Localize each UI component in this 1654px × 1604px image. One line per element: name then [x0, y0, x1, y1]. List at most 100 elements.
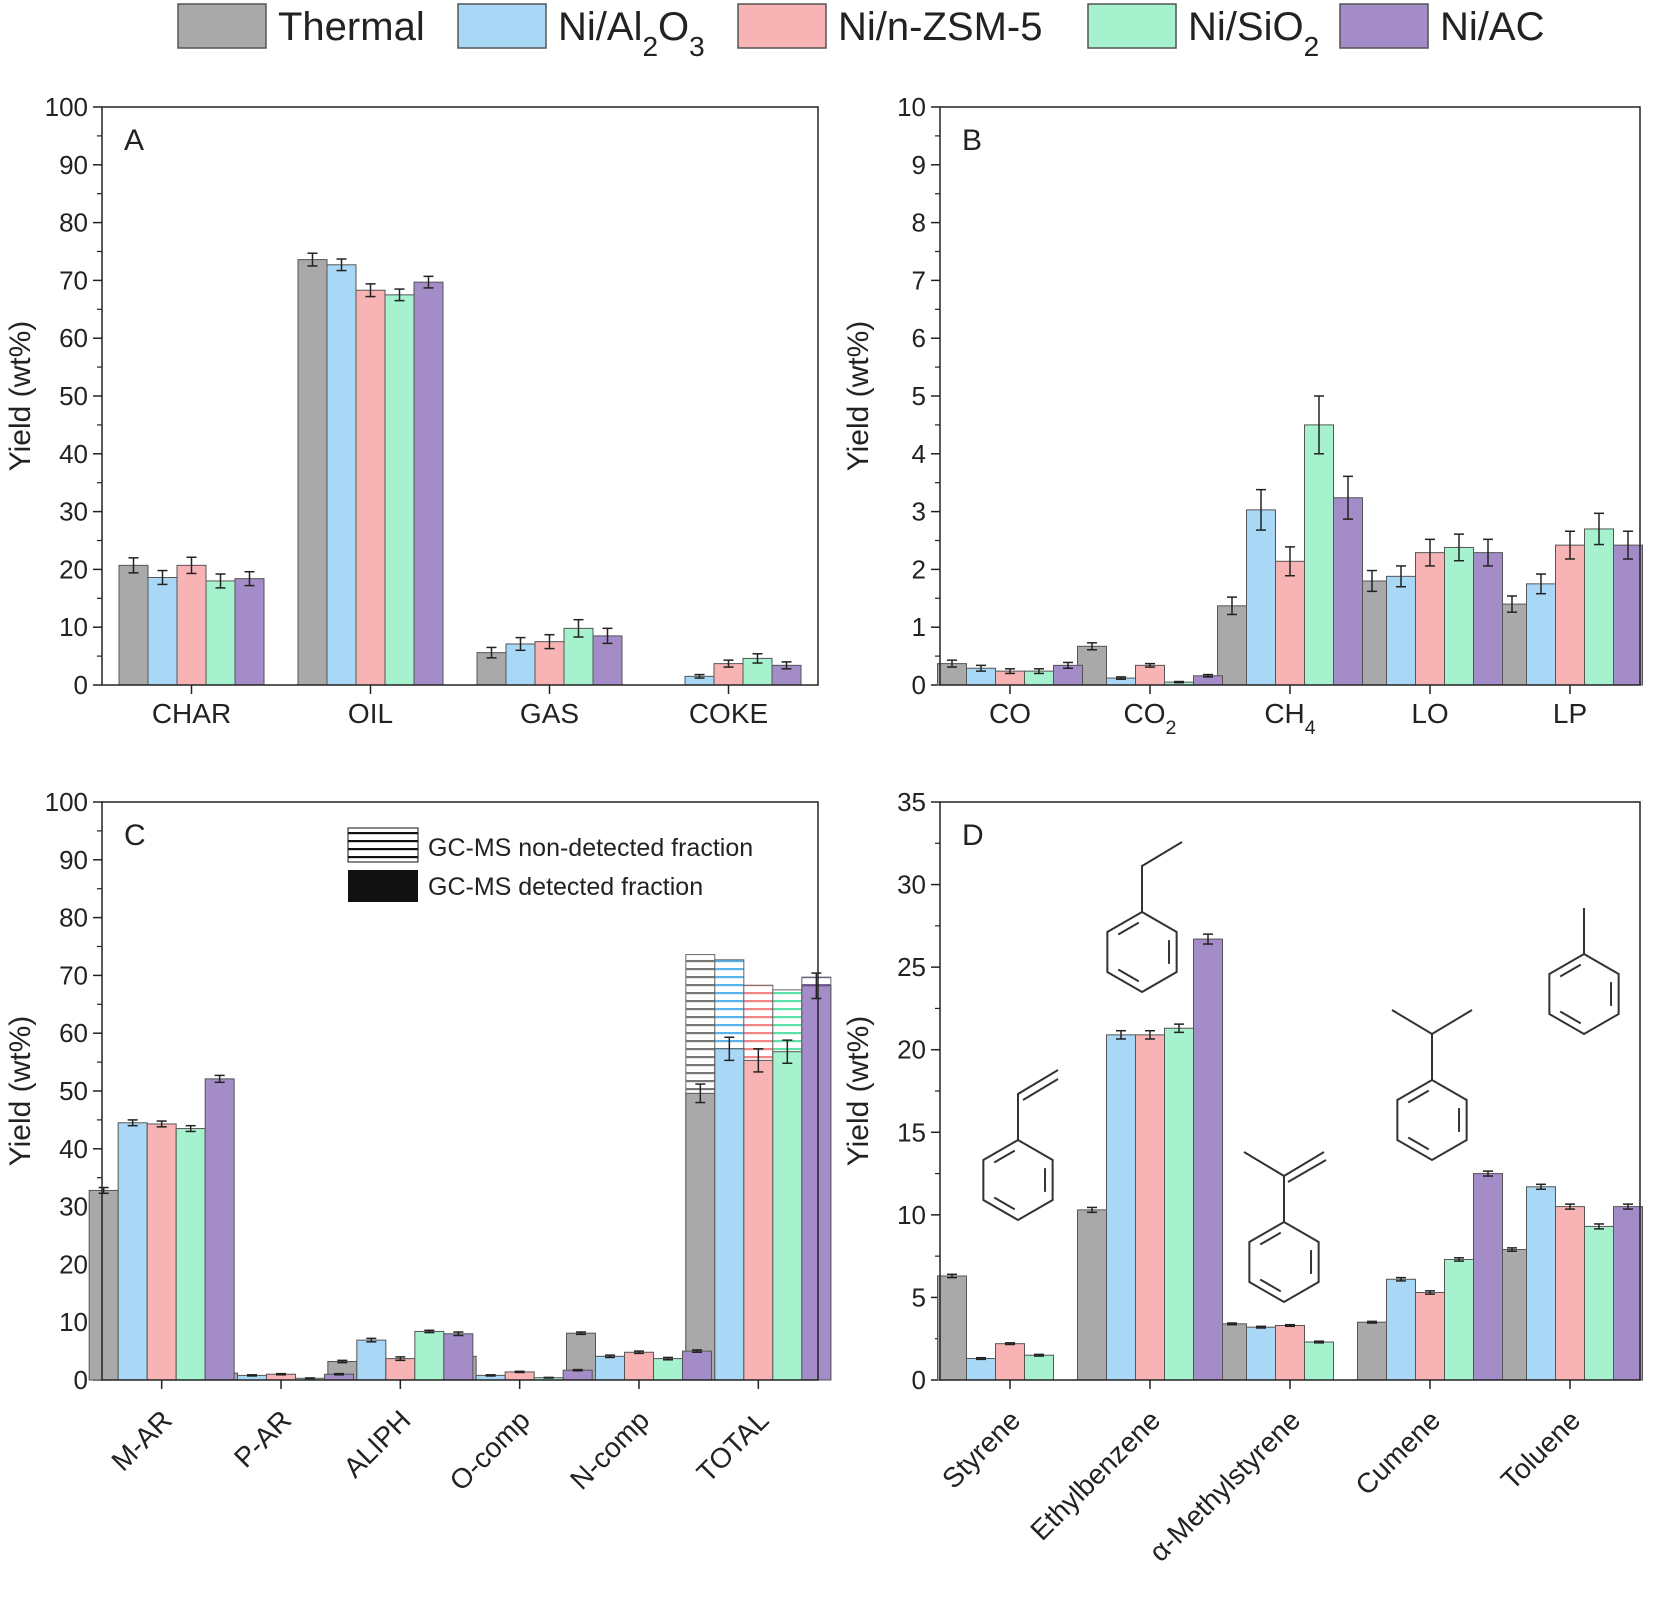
error-bar — [305, 1377, 315, 1380]
x-category-label: P-AR — [228, 1404, 297, 1473]
y-tick-label: 60 — [59, 323, 88, 353]
bar — [714, 1048, 745, 1381]
x-category-label: GAS — [520, 698, 579, 729]
cumene-structure-icon — [1391, 1009, 1473, 1162]
bar — [1193, 938, 1223, 1381]
error-bar — [1507, 1247, 1517, 1252]
bar — [1555, 1206, 1585, 1381]
x-category-label: CH4 — [1264, 698, 1315, 739]
error-bar — [1005, 1342, 1015, 1346]
x-category-label: Toluene — [1495, 1404, 1586, 1495]
bar — [443, 1333, 474, 1381]
bar — [1386, 575, 1416, 686]
bar — [88, 1189, 119, 1381]
error-bar — [1483, 1170, 1493, 1177]
error-bar — [663, 1356, 673, 1361]
ethylbenzene-structure-icon — [1106, 841, 1183, 994]
y-tick-label: 7 — [912, 265, 926, 295]
y-axis-title: Yield (wt%) — [4, 321, 37, 472]
bar — [653, 1358, 683, 1381]
error-bar — [127, 1119, 138, 1127]
error-bar — [1145, 1029, 1155, 1040]
bar — [1164, 1027, 1194, 1381]
legend-item: Ni/Al2O3 — [457, 3, 705, 62]
bar — [413, 281, 444, 686]
bar — [1275, 560, 1305, 686]
y-tick-label: 0 — [74, 670, 88, 700]
x-category-label: OIL — [348, 698, 393, 729]
y-tick-label: 0 — [74, 1365, 88, 1395]
bar — [1526, 1186, 1556, 1381]
bar — [563, 627, 594, 686]
error-bar — [976, 1356, 986, 1361]
panel-letter: C — [124, 819, 146, 852]
bar — [1357, 1321, 1387, 1381]
legend-label: Ni/Al2O3 — [558, 5, 705, 62]
legend-item: Ni/n-ZSM-5 — [737, 3, 1042, 49]
y-tick-label: 50 — [59, 381, 88, 411]
error-bar — [1314, 1340, 1324, 1344]
error-bar — [156, 1120, 167, 1128]
error-bar — [128, 557, 139, 574]
bar — [204, 1078, 235, 1381]
x-category-label: Styrene — [936, 1404, 1026, 1494]
bar — [234, 578, 265, 686]
error-bar — [1087, 1206, 1097, 1214]
error-bar — [453, 1331, 464, 1337]
bar — [297, 259, 328, 686]
bar — [205, 580, 236, 686]
y-tick-label: 90 — [59, 150, 88, 180]
error-bar — [1343, 475, 1353, 520]
error-bar — [1174, 1023, 1184, 1034]
fraction-swatch-hatched — [347, 827, 419, 863]
x-category-label: LP — [1553, 698, 1587, 729]
plot-frame — [101, 106, 819, 686]
bar — [1584, 528, 1614, 686]
error-bar — [1285, 546, 1295, 577]
toluene-structure-icon — [1548, 908, 1620, 1036]
error-bar — [634, 1350, 644, 1355]
error-bar — [1145, 662, 1155, 668]
bar — [1217, 605, 1247, 686]
legend-label: Thermal — [278, 5, 425, 49]
bar — [146, 1123, 177, 1381]
y-tick-label: 80 — [59, 903, 88, 933]
error-bar — [1227, 1322, 1237, 1326]
error-bar — [602, 627, 613, 645]
bar — [326, 264, 357, 686]
bar — [1246, 1326, 1276, 1381]
bar — [685, 1092, 716, 1381]
error-bar — [695, 1083, 706, 1104]
y-tick-label: 30 — [59, 497, 88, 527]
bar — [355, 289, 386, 686]
y-tick-label: 35 — [897, 787, 926, 817]
error-bar — [334, 1372, 344, 1376]
bar — [1444, 1258, 1474, 1381]
panel-letter: A — [124, 124, 144, 157]
error-bar — [1396, 565, 1406, 588]
x-category-label: CO2 — [1124, 698, 1177, 739]
error-bar — [1623, 1203, 1633, 1210]
bar — [1135, 664, 1165, 686]
panel-letter: B — [962, 124, 982, 157]
bar — [772, 1051, 803, 1381]
legend-label: Ni/n-ZSM-5 — [838, 5, 1042, 49]
panel-c: 0 10 20 30 40 50 60 70 80 90 100 Yield (wt%) C M-AR P-… — [4, 787, 832, 1497]
x-category-label: N-comp — [564, 1404, 655, 1495]
error-bar — [1116, 676, 1126, 680]
error-bar — [1227, 596, 1237, 616]
bar — [966, 1358, 996, 1381]
error-bar — [1536, 573, 1546, 595]
error-bar — [214, 1074, 225, 1084]
error-bar — [1174, 680, 1184, 684]
bar — [1275, 1325, 1305, 1381]
panel-b: 0 1 2 3 4 5 6 7 8 9 10 Yield (wt%) B CO CO2 CH4 LO LP — [842, 92, 1643, 739]
error-bar — [486, 646, 497, 659]
error-bar — [215, 573, 226, 589]
error-bar — [752, 653, 763, 664]
bar — [1444, 546, 1474, 686]
error-bar — [1203, 673, 1213, 678]
legend-swatch — [457, 3, 547, 49]
error-bar — [485, 1374, 496, 1377]
y-tick-label: 100 — [45, 92, 88, 122]
